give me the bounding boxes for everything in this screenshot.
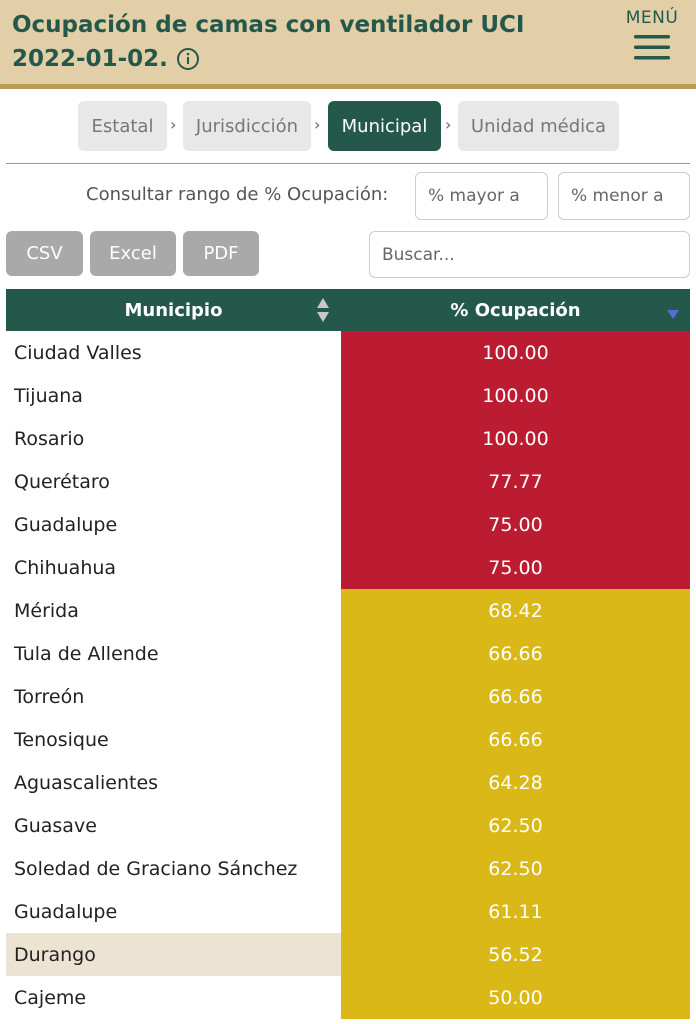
cell-municipio: Guadalupe [6, 890, 341, 933]
cell-municipio: Torreón [6, 675, 341, 718]
menu-label: MENÚ [625, 8, 679, 28]
tab-estatal[interactable]: Estatal [78, 101, 167, 151]
cell-municipio: Rosario [6, 417, 341, 460]
info-icon[interactable] [176, 47, 200, 71]
cell-ocupacion: 56.52 [341, 933, 690, 976]
table-row[interactable]: Aguascalientes 64.28 [6, 761, 690, 804]
tab-municipal[interactable]: Municipal [328, 101, 441, 151]
cell-ocupacion: 100.00 [341, 374, 690, 417]
cell-municipio: Guadalupe [6, 503, 341, 546]
cell-ocupacion: 66.66 [341, 632, 690, 675]
table-row[interactable]: Guasave 62.50 [6, 804, 690, 847]
table-row[interactable]: Chihuahua 75.00 [6, 546, 690, 589]
title-date: 2022-01-02. [12, 46, 168, 72]
table-row[interactable]: Tijuana 100.00 [6, 374, 690, 417]
tab-unidad-medica[interactable]: Unidad médica [458, 101, 619, 151]
cell-ocupacion: 62.50 [341, 847, 690, 890]
table-row[interactable]: Querétaro 77.77 [6, 460, 690, 503]
column-header-municipio[interactable]: Municipio [124, 299, 223, 321]
cell-municipio: Tijuana [6, 374, 341, 417]
header-border [0, 84, 696, 89]
cell-ocupacion: 75.00 [341, 546, 690, 589]
divider [6, 163, 690, 164]
cell-municipio: Tenosique [6, 718, 341, 761]
cell-ocupacion: 62.50 [341, 804, 690, 847]
export-csv-button[interactable]: CSV [6, 231, 83, 276]
cell-ocupacion: 75.00 [341, 503, 690, 546]
table-row[interactable]: Guadalupe 61.11 [6, 890, 690, 933]
cell-ocupacion: 77.77 [341, 460, 690, 503]
min-occupancy-input[interactable] [415, 172, 548, 220]
chevron-right-icon: › [170, 115, 177, 134]
cell-municipio: Ciudad Valles [6, 331, 341, 374]
cell-municipio: Chihuahua [6, 546, 341, 589]
cell-ocupacion: 64.28 [341, 761, 690, 804]
range-label: Consultar rango de % Ocupación: [86, 184, 389, 205]
table-row[interactable]: Tenosique 66.66 [6, 718, 690, 761]
tab-jurisdiccion[interactable]: Jurisdicción [183, 101, 311, 151]
table-row[interactable]: Guadalupe 75.00 [6, 503, 690, 546]
table-body: Ciudad Valles 100.00 Tijuana 100.00 Rosario 1… [6, 331, 690, 1019]
occupancy-table: Municipio % Ocupación Ciudad Valles 100.0… [6, 289, 690, 1019]
cell-municipio: Soledad de Graciano Sánchez [6, 847, 341, 890]
cell-ocupacion: 66.66 [341, 718, 690, 761]
cell-municipio: Querétaro [6, 460, 341, 503]
cell-municipio: Tula de Allende [6, 632, 341, 675]
cell-ocupacion: 100.00 [341, 331, 690, 374]
cell-ocupacion: 66.66 [341, 675, 690, 718]
sort-descending-icon[interactable] [666, 309, 680, 319]
cell-ocupacion: 68.42 [341, 589, 690, 632]
table-row[interactable]: Tula de Allende 66.66 [6, 632, 690, 675]
chevron-right-icon: › [314, 115, 321, 134]
hamburger-icon [634, 35, 670, 60]
table-row[interactable]: Cajeme 50.00 [6, 976, 690, 1019]
table-row[interactable]: Soledad de Graciano Sánchez 62.50 [6, 847, 690, 890]
cell-ocupacion: 50.00 [341, 976, 690, 1019]
export-excel-button[interactable]: Excel [90, 231, 176, 276]
page-title: Ocupación de camas con ventilador UCI 20… [12, 8, 572, 76]
cell-municipio: Cajeme [6, 976, 341, 1019]
column-header-ocupacion[interactable]: % Ocupación [450, 299, 581, 321]
table-row[interactable]: Durango 56.52 [6, 933, 690, 976]
chevron-right-icon: › [445, 115, 452, 134]
table-row[interactable]: Rosario 100.00 [6, 417, 690, 460]
search-input[interactable] [369, 231, 690, 278]
table-header: Municipio % Ocupación [6, 289, 690, 331]
cell-municipio: Durango [6, 933, 341, 976]
sort-icon[interactable] [316, 297, 330, 323]
cell-ocupacion: 100.00 [341, 417, 690, 460]
table-row[interactable]: Torreón 66.66 [6, 675, 690, 718]
cell-municipio: Guasave [6, 804, 341, 847]
title-line-1: Ocupación de camas con ventilador UCI [12, 12, 525, 38]
app-header: Ocupación de camas con ventilador UCI 20… [0, 0, 696, 84]
cell-ocupacion: 61.11 [341, 890, 690, 933]
table-row[interactable]: Mérida 68.42 [6, 589, 690, 632]
export-pdf-button[interactable]: PDF [183, 231, 259, 276]
breadcrumb: Estatal › Jurisdicción › Municipal › Uni… [0, 101, 696, 151]
cell-municipio: Aguascalientes [6, 761, 341, 804]
cell-municipio: Mérida [6, 589, 341, 632]
max-occupancy-input[interactable] [558, 172, 690, 220]
table-row[interactable]: Ciudad Valles 100.00 [6, 331, 690, 374]
menu-button[interactable]: MENÚ [620, 8, 684, 60]
